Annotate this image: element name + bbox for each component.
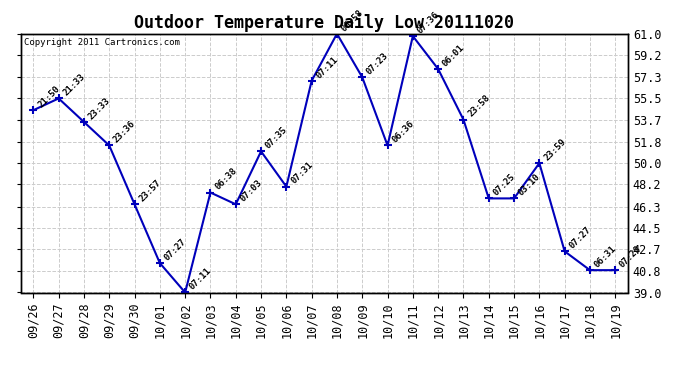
Text: 23:59: 23:59 bbox=[542, 137, 567, 162]
Text: 07:11: 07:11 bbox=[188, 266, 213, 292]
Text: 07:23: 07:23 bbox=[365, 51, 391, 76]
Text: 21:33: 21:33 bbox=[61, 72, 87, 98]
Text: 07:36: 07:36 bbox=[415, 10, 441, 35]
Text: 06:31: 06:31 bbox=[593, 244, 618, 269]
Text: 23:57: 23:57 bbox=[137, 178, 163, 204]
Text: 07:35: 07:35 bbox=[264, 125, 289, 151]
Text: 06:36: 06:36 bbox=[391, 119, 415, 145]
Text: 07:27: 07:27 bbox=[567, 225, 593, 251]
Text: 07:03: 07:03 bbox=[239, 178, 264, 204]
Text: 07:31: 07:31 bbox=[289, 160, 315, 186]
Text: 21:50: 21:50 bbox=[36, 84, 61, 110]
Text: 07:25: 07:25 bbox=[491, 172, 517, 198]
Text: 07:27: 07:27 bbox=[163, 237, 188, 262]
Text: 06:58: 06:58 bbox=[339, 8, 365, 33]
Text: 23:58: 23:58 bbox=[466, 93, 491, 119]
Text: Copyright 2011 Cartronics.com: Copyright 2011 Cartronics.com bbox=[23, 38, 179, 46]
Text: 23:33: 23:33 bbox=[87, 96, 112, 121]
Text: 07:11: 07:11 bbox=[315, 55, 339, 80]
Text: 03:10: 03:10 bbox=[517, 172, 542, 198]
Text: 06:38: 06:38 bbox=[213, 166, 239, 192]
Text: 07:28: 07:28 bbox=[618, 244, 643, 269]
Text: 06:01: 06:01 bbox=[441, 43, 466, 68]
Title: Outdoor Temperature Daily Low 20111020: Outdoor Temperature Daily Low 20111020 bbox=[135, 13, 514, 32]
Text: 23:36: 23:36 bbox=[112, 119, 137, 145]
